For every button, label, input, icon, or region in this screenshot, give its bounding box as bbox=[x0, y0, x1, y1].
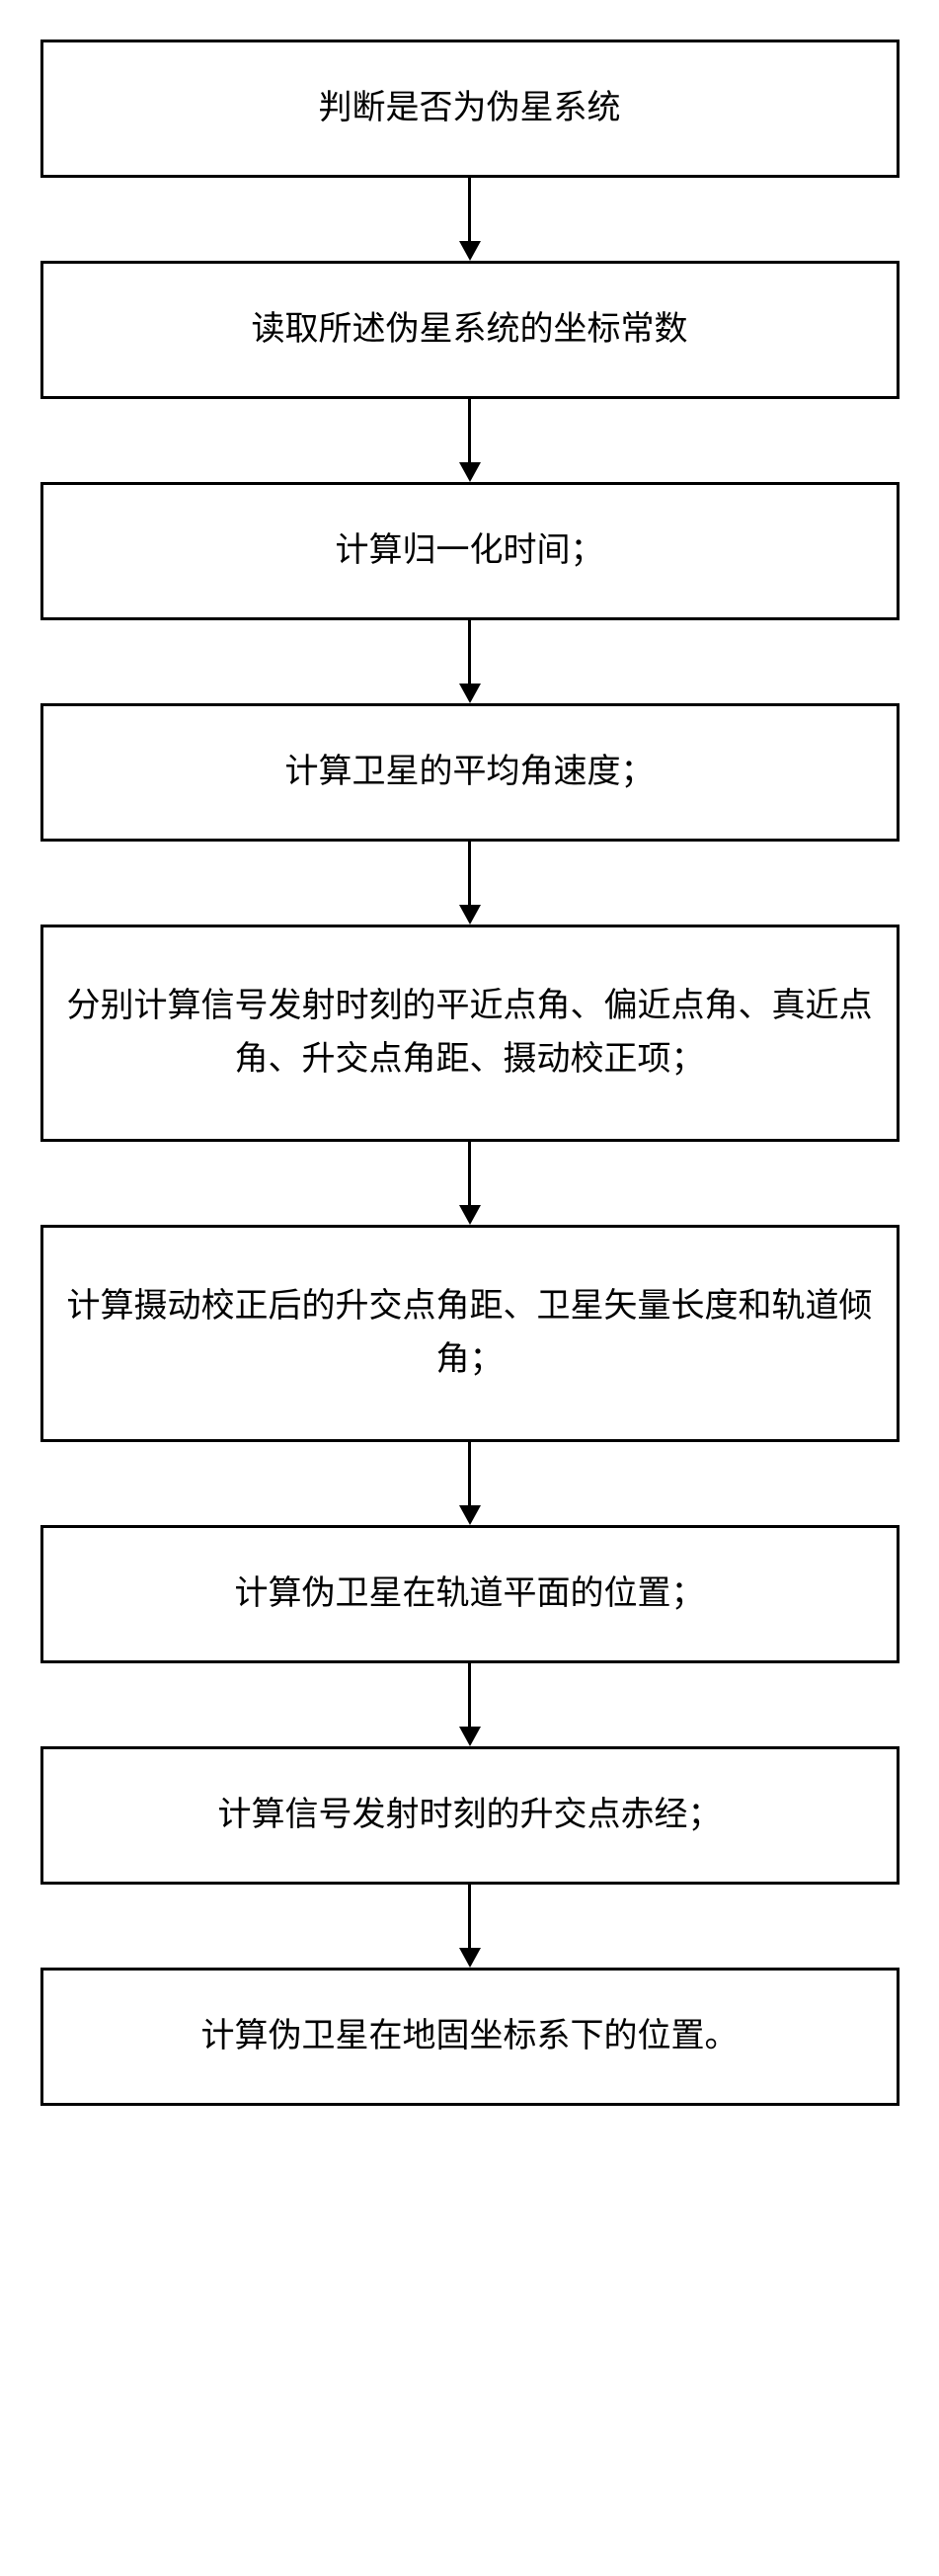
flow-step-3: 计算归一化时间； bbox=[40, 482, 900, 620]
flow-step-8: 计算信号发射时刻的升交点赤经； bbox=[40, 1746, 900, 1885]
arrow-line bbox=[468, 399, 471, 463]
arrow-line bbox=[468, 620, 471, 684]
arrow-head-icon bbox=[459, 905, 481, 925]
flow-arrow bbox=[459, 1142, 481, 1225]
arrow-head-icon bbox=[459, 1205, 481, 1225]
flow-step-2: 读取所述伪星系统的坐标常数 bbox=[40, 261, 900, 399]
flow-step-7: 计算伪卫星在轨道平面的位置； bbox=[40, 1525, 900, 1663]
arrow-head-icon bbox=[459, 462, 481, 482]
flow-step-5: 分别计算信号发射时刻的平近点角、偏近点角、真近点角、升交点角距、摄动校正项； bbox=[40, 925, 900, 1142]
step-label: 计算归一化时间； bbox=[336, 524, 604, 578]
arrow-head-icon bbox=[459, 684, 481, 703]
step-label: 读取所述伪星系统的坐标常数 bbox=[252, 303, 688, 357]
arrow-line bbox=[468, 1142, 471, 1206]
arrow-line bbox=[468, 1663, 471, 1728]
flow-arrow bbox=[459, 1442, 481, 1525]
flow-arrow bbox=[459, 620, 481, 703]
arrow-head-icon bbox=[459, 1505, 481, 1525]
step-label: 计算卫星的平均角速度； bbox=[285, 746, 655, 799]
arrow-line bbox=[468, 1885, 471, 1949]
flow-arrow bbox=[459, 842, 481, 925]
step-label: 判断是否为伪星系统 bbox=[319, 82, 621, 135]
step-label: 计算信号发射时刻的升交点赤经； bbox=[218, 1789, 722, 1842]
step-label: 计算伪卫星在轨道平面的位置； bbox=[235, 1568, 705, 1621]
flow-arrow bbox=[459, 178, 481, 261]
arrow-line bbox=[468, 842, 471, 906]
arrow-line bbox=[468, 178, 471, 242]
arrow-head-icon bbox=[459, 241, 481, 261]
flow-arrow bbox=[459, 1663, 481, 1746]
flow-step-1: 判断是否为伪星系统 bbox=[40, 40, 900, 178]
flowchart-container: 判断是否为伪星系统 读取所述伪星系统的坐标常数 计算归一化时间； 计算卫星的平均… bbox=[40, 40, 900, 2106]
flow-arrow bbox=[459, 1885, 481, 1968]
flow-step-4: 计算卫星的平均角速度； bbox=[40, 703, 900, 842]
arrow-line bbox=[468, 1442, 471, 1506]
flow-step-9: 计算伪卫星在地固坐标系下的位置。 bbox=[40, 1968, 900, 2106]
flow-step-6: 计算摄动校正后的升交点角距、卫星矢量长度和轨道倾角； bbox=[40, 1225, 900, 1442]
step-label: 计算伪卫星在地固坐标系下的位置。 bbox=[201, 2010, 739, 2063]
step-label: 分别计算信号发射时刻的平近点角、偏近点角、真近点角、升交点角距、摄动校正项； bbox=[63, 980, 877, 1087]
arrow-head-icon bbox=[459, 1948, 481, 1968]
step-label: 计算摄动校正后的升交点角距、卫星矢量长度和轨道倾角； bbox=[63, 1280, 877, 1388]
flow-arrow bbox=[459, 399, 481, 482]
arrow-head-icon bbox=[459, 1727, 481, 1746]
